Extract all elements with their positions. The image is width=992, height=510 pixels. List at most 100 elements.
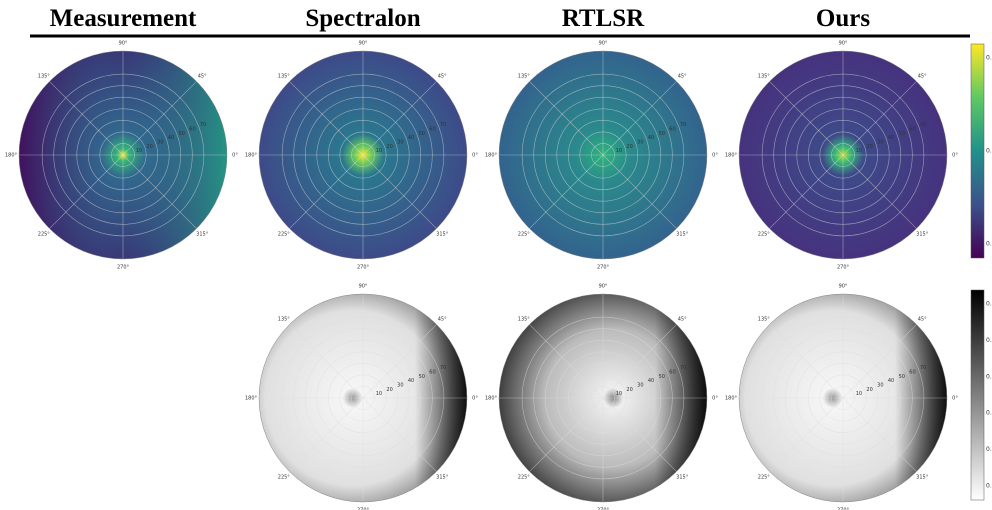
angle-label: 90° (839, 284, 848, 290)
angle-label: 270° (357, 508, 370, 510)
colorbar-label: 0.4 (986, 337, 992, 344)
grid-spoke (842, 154, 917, 229)
radial-label: 20 (866, 387, 872, 393)
radial-label: 60 (909, 127, 915, 133)
angle-label: 135° (758, 73, 771, 79)
grid-spoke (362, 154, 437, 229)
colorbar-label: 0.2 (986, 410, 992, 417)
grid-spoke (602, 397, 677, 472)
angle-label: 135° (518, 73, 531, 79)
grid-spoke (602, 324, 677, 399)
angle-label: 45° (678, 73, 687, 79)
radial-label: 10 (616, 391, 622, 397)
radial-label: 30 (877, 383, 883, 389)
angle-label: 270° (837, 508, 850, 510)
polar-border (498, 50, 708, 260)
angle-label: 135° (518, 316, 531, 322)
angle-label: 0° (472, 153, 478, 159)
angle-label: 45° (198, 73, 207, 79)
angle-label: 0° (232, 153, 238, 159)
grid-spoke (769, 324, 844, 399)
angle-label: 315° (436, 232, 449, 238)
column-title: Ours (816, 5, 870, 32)
grid-spoke (289, 81, 364, 156)
angle-label: 270° (597, 265, 610, 271)
grid-spoke (842, 324, 917, 399)
grid-spoke (602, 154, 677, 229)
angle-label: 225° (278, 475, 291, 481)
radial-label: 30 (397, 140, 403, 146)
polar-plot: 10 20 30 40 50 60 70 0° 45° 90° 135° 180° 225° 270° 31… (725, 284, 958, 510)
angle-label: 315° (676, 232, 689, 238)
radial-label: 20 (626, 387, 632, 393)
radial-label: 60 (669, 370, 675, 376)
grid-spoke (49, 154, 124, 229)
radial-label: 10 (376, 148, 382, 154)
radial-label: 20 (866, 144, 872, 150)
column-title: Measurement (50, 5, 197, 32)
radial-label: 10 (856, 391, 862, 397)
angle-label: 225° (518, 475, 531, 481)
radial-label: 50 (419, 131, 425, 137)
radial-label: 50 (899, 374, 905, 380)
grid-spoke (529, 154, 604, 229)
radial-label: 50 (899, 131, 905, 137)
colorbar-label: 0.3 (986, 373, 992, 380)
angle-label: 180° (245, 396, 258, 402)
colorbar (970, 289, 985, 501)
polar-plot: 10 20 30 40 50 60 70 0° 45° 90° 135° 180° 225° 270° 31… (485, 284, 718, 510)
angle-label: 90° (359, 284, 368, 290)
angle-label: 225° (758, 232, 771, 238)
angle-label: 90° (359, 41, 368, 47)
radial-label: 10 (616, 148, 622, 154)
grid-spoke (122, 154, 197, 229)
grid-spoke (769, 81, 844, 156)
radial-label: 60 (669, 127, 675, 133)
angle-label: 0° (952, 153, 958, 159)
colorbar-label: 0.1 (986, 446, 992, 453)
radial-label: 40 (408, 378, 414, 384)
radial-label: 70 (920, 122, 926, 128)
radial-label: 30 (637, 383, 643, 389)
angle-label: 180° (485, 153, 498, 159)
angle-label: 225° (278, 232, 291, 238)
angle-label: 0° (952, 396, 958, 402)
angle-label: 90° (599, 41, 608, 47)
radial-label: 20 (146, 144, 152, 150)
radial-label: 30 (157, 140, 163, 146)
angle-label: 270° (837, 265, 850, 271)
angle-label: 180° (245, 153, 258, 159)
radial-label: 60 (429, 370, 435, 376)
angle-label: 225° (758, 475, 771, 481)
radial-label: 20 (626, 144, 632, 150)
radial-label: 60 (189, 127, 195, 133)
angle-label: 45° (438, 316, 447, 322)
radial-label: 20 (386, 387, 392, 393)
radial-label: 60 (909, 370, 915, 376)
angle-label: 270° (597, 508, 610, 510)
grid-spoke (769, 397, 844, 472)
angle-label: 270° (117, 265, 130, 271)
grid-spoke (289, 397, 364, 472)
radial-label: 30 (877, 140, 883, 146)
angle-label: 225° (518, 232, 531, 238)
angle-label: 45° (678, 316, 687, 322)
colorbar-label: 0.2 (986, 148, 992, 155)
angle-label: 315° (436, 475, 449, 481)
radial-label: 70 (440, 365, 446, 371)
angle-label: 225° (38, 232, 51, 238)
colorbar-label: 0.5 (986, 301, 992, 308)
angle-label: 135° (758, 316, 771, 322)
radial-label: 10 (136, 148, 142, 154)
radial-label: 70 (680, 365, 686, 371)
polar-border (258, 50, 468, 260)
colorbar-label: 0.1 (986, 241, 992, 248)
column-title: Spectralon (305, 5, 420, 32)
grid-spoke (289, 154, 364, 229)
angle-label: 45° (918, 73, 927, 79)
angle-label: 45° (918, 316, 927, 322)
angle-label: 0° (472, 396, 478, 402)
polar-border (498, 293, 708, 503)
angle-label: 90° (119, 41, 128, 47)
